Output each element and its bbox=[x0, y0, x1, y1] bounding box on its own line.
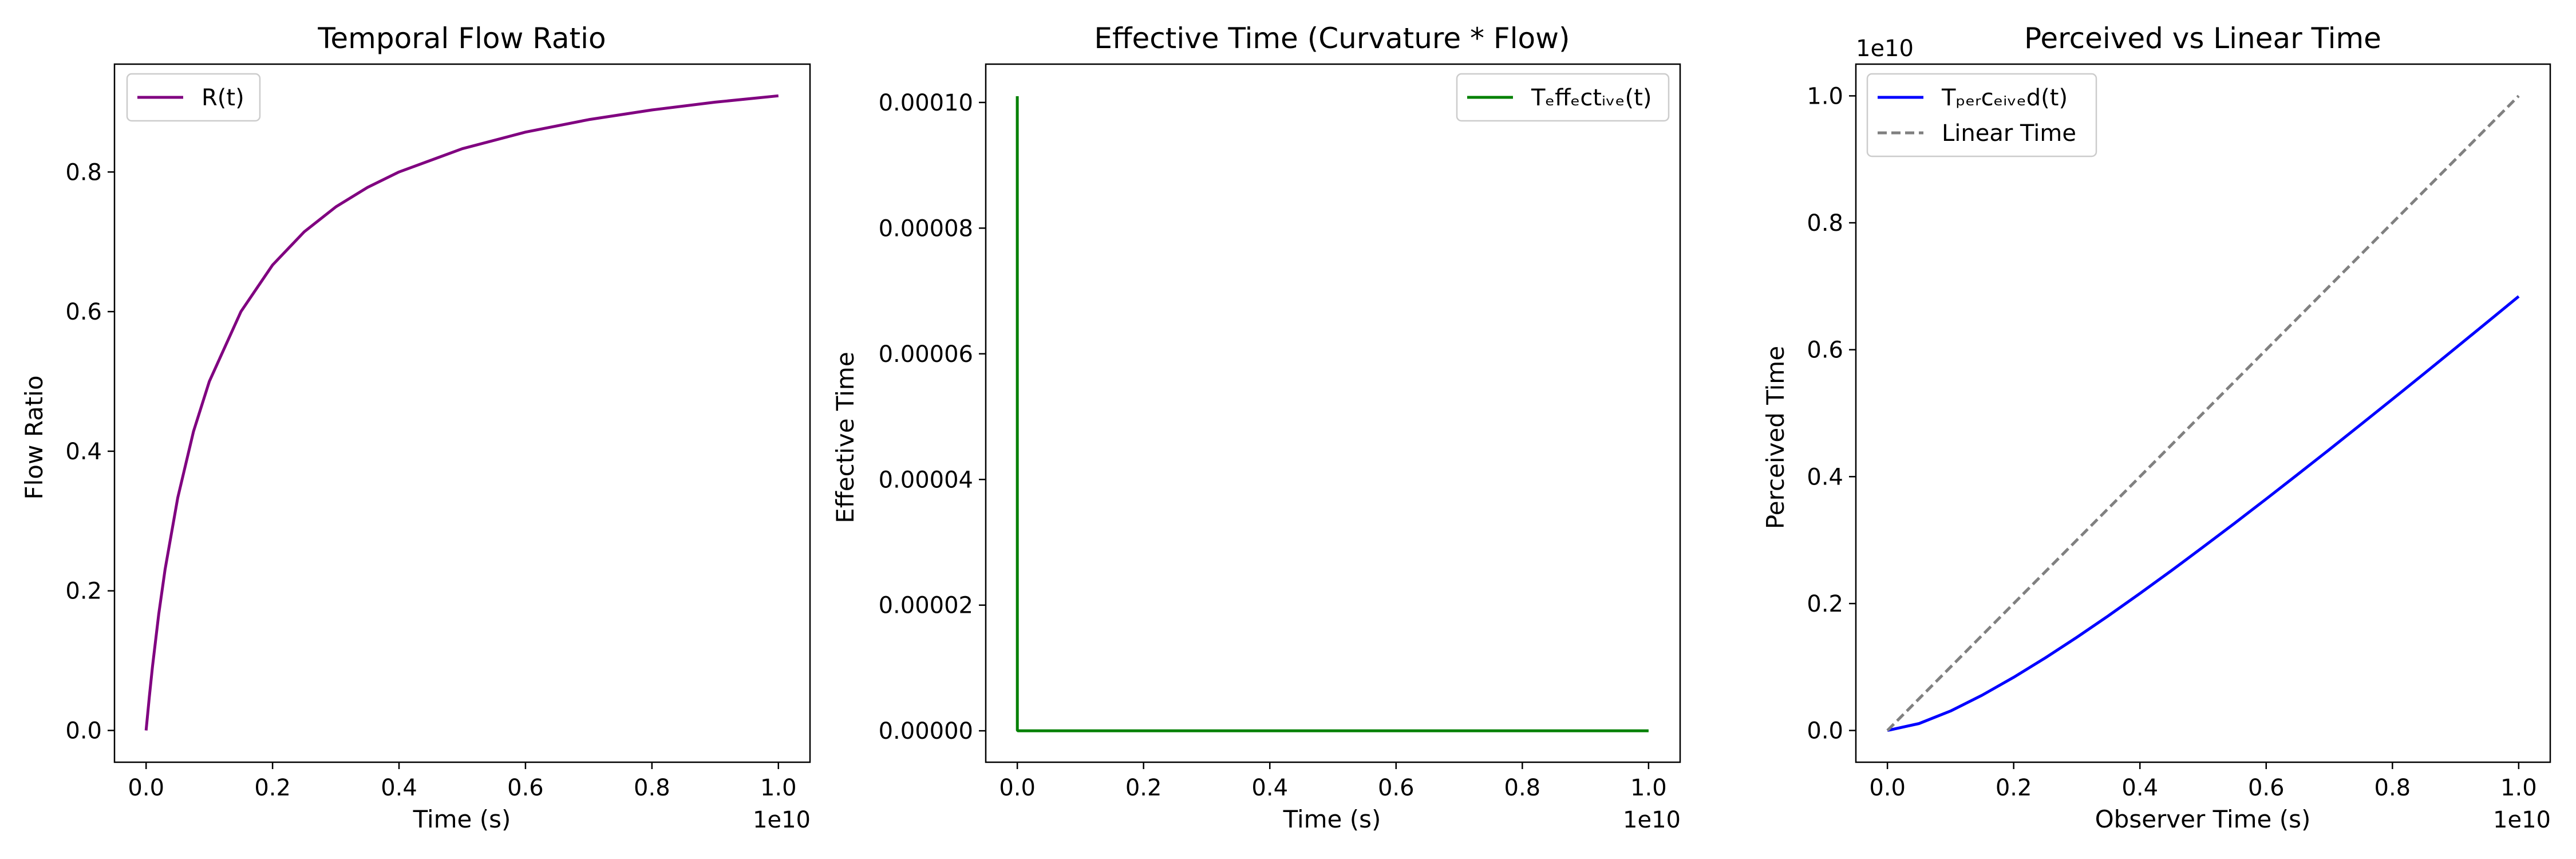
y-axis-offset-label: 1e10 bbox=[1856, 36, 1914, 62]
legend: Tₚₑᵣcₑᵢᵥₑd(t) Linear Time bbox=[1866, 73, 2097, 157]
chart-title: Perceived vs Linear Time bbox=[2024, 22, 2381, 55]
axes-frame bbox=[113, 63, 811, 763]
series-line bbox=[1886, 94, 2520, 732]
legend-label: Tₚₑᵣcₑᵢᵥₑd(t) bbox=[1941, 85, 2068, 111]
y-tick-label: 0.00008 bbox=[879, 215, 973, 242]
y-tick-label: 0.8 bbox=[65, 159, 102, 186]
plot-area: 0.0 0.2 0.4 0.6 0.8 1.0 0.0 0.2 0.4 0.6 0.8 1.0 Tₚₑᵣ… bbox=[1807, 63, 2551, 801]
x-tick-label: 0.4 bbox=[381, 775, 417, 801]
legend-label: Tₑffₑctᵢᵥₑ(t) bbox=[1531, 85, 1652, 111]
x-tick-label: 0.2 bbox=[1996, 775, 2032, 801]
y-tick-label: 0.2 bbox=[65, 578, 102, 605]
x-axis-label: Observer Time (s) bbox=[2095, 805, 2311, 833]
y-tick-label: 0.4 bbox=[1807, 464, 1843, 490]
legend-label: R(t) bbox=[202, 85, 244, 111]
x-tick-label: 0.6 bbox=[507, 775, 544, 801]
x-tick-label: 0.2 bbox=[254, 775, 291, 801]
legend-box bbox=[1866, 73, 2097, 157]
legend: Tₑffₑctᵢᵥₑ(t) bbox=[1456, 73, 1670, 122]
y-axis-label: Effective Time bbox=[831, 352, 859, 523]
x-tick-label: 0.2 bbox=[1125, 775, 1162, 801]
chart-panel-effective-time: Effective Time (Curvature * Flow) 0.0 0.2… bbox=[831, 22, 1681, 833]
y-tick-label: 0.0 bbox=[1807, 718, 1843, 744]
x-axis-offset-label: 1e10 bbox=[1623, 807, 1681, 833]
x-tick-label: 0.6 bbox=[2248, 775, 2285, 801]
x-axis-label: Time (s) bbox=[1283, 805, 1381, 833]
legend-box bbox=[126, 73, 261, 122]
chart-panel-perceived-time: Perceived vs Linear Time 0.0 0.2 0.4 0.6 0.8… bbox=[1761, 22, 2551, 833]
y-tick-label: 0.8 bbox=[1807, 210, 1843, 237]
chart-title: Effective Time (Curvature * Flow) bbox=[1094, 22, 1570, 55]
x-tick-label: 0.8 bbox=[634, 775, 670, 801]
y-tick-label: 1.0 bbox=[1807, 83, 1843, 109]
plot-area: 0.0 0.2 0.4 0.6 0.8 1.0 0.0 0.2 0.4 0.6 0.8 R(t) bbox=[65, 63, 811, 801]
x-tick-label: 1.0 bbox=[760, 775, 797, 801]
x-axis-label: Time (s) bbox=[413, 805, 511, 833]
y-axis-label: Perceived Time bbox=[1761, 346, 1789, 529]
x-tick-label: 0.0 bbox=[1869, 775, 1906, 801]
x-tick-label: 0.8 bbox=[2374, 775, 2411, 801]
plot-area: 0.0 0.2 0.4 0.6 0.8 1.0 0.00000 0.00002 0.00004 0… bbox=[879, 63, 1681, 801]
y-tick-label: 0.00010 bbox=[879, 90, 973, 116]
y-tick-label: 0.6 bbox=[1807, 337, 1843, 364]
x-tick-label: 1.0 bbox=[2500, 775, 2537, 801]
y-tick-label: 0.6 bbox=[65, 299, 102, 325]
x-axis-offset-label: 1e10 bbox=[753, 807, 811, 833]
x-tick-label: 0.8 bbox=[1504, 775, 1541, 801]
legend-box bbox=[1456, 73, 1670, 122]
y-tick-label: 0.00002 bbox=[879, 593, 973, 619]
y-tick-label: 0.00006 bbox=[879, 341, 973, 368]
x-axis-offset-label: 1e10 bbox=[2493, 807, 2551, 833]
y-axis-label: Flow Ratio bbox=[20, 375, 48, 499]
axes-frame bbox=[985, 63, 1681, 763]
y-tick-label: 0.0 bbox=[65, 718, 102, 744]
legend: R(t) bbox=[126, 73, 261, 122]
series-line bbox=[1016, 96, 1649, 732]
x-tick-label: 0.6 bbox=[1378, 775, 1415, 801]
x-tick-label: 0.4 bbox=[1251, 775, 1288, 801]
x-tick-label: 1.0 bbox=[1630, 775, 1667, 801]
legend-label: Linear Time bbox=[1942, 120, 2076, 147]
x-tick-label: 0.0 bbox=[999, 775, 1036, 801]
series-line bbox=[144, 94, 779, 731]
x-tick-label: 0.4 bbox=[2121, 775, 2158, 801]
y-tick-label: 0.4 bbox=[65, 439, 102, 465]
x-tick-label: 0.0 bbox=[128, 775, 164, 801]
chart-panel-flow-ratio: Temporal Flow Ratio 0.0 0.2 0.4 0.6 0.8 1.00.… bbox=[20, 22, 811, 833]
series-line bbox=[1887, 295, 2520, 732]
chart-title: Temporal Flow Ratio bbox=[317, 22, 606, 55]
axes-frame bbox=[1855, 63, 2551, 763]
y-tick-label: 0.2 bbox=[1807, 591, 1843, 617]
y-tick-label: 0.00004 bbox=[879, 467, 973, 493]
y-tick-label: 0.00000 bbox=[879, 718, 973, 744]
